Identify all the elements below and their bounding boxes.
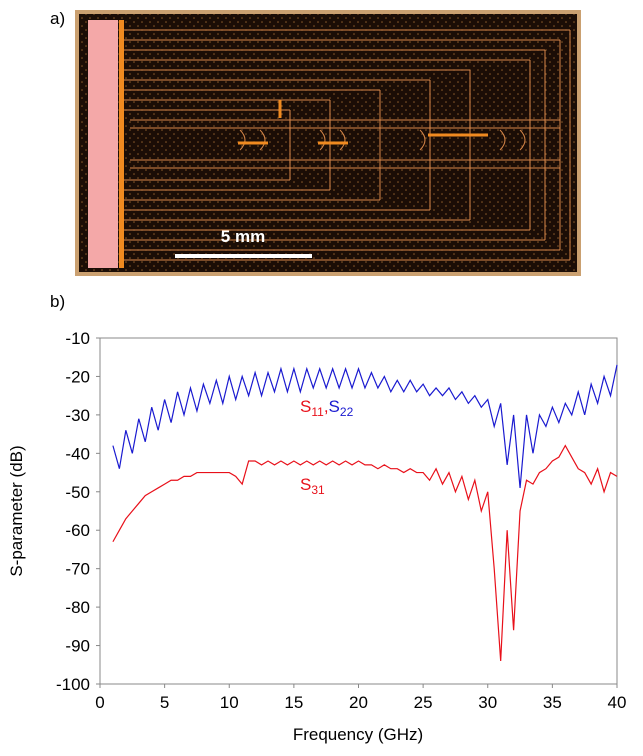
y-tick-label: -70 bbox=[65, 560, 90, 579]
annotation-text: , bbox=[324, 397, 329, 416]
y-tick-label: -100 bbox=[56, 675, 90, 694]
x-tick-label: 5 bbox=[160, 693, 169, 712]
annotation-text: S bbox=[329, 397, 340, 416]
x-tick-label: 35 bbox=[543, 693, 562, 712]
y-tick-label: -30 bbox=[65, 406, 90, 425]
annotation-subscript: 31 bbox=[311, 483, 325, 497]
scale-bar-label: 5 mm bbox=[221, 227, 265, 246]
resonators bbox=[238, 100, 488, 145]
panel-label: a) bbox=[50, 9, 65, 28]
pad-strip bbox=[119, 20, 124, 268]
y-tick-label: -40 bbox=[65, 444, 90, 463]
annotation: S31​ bbox=[300, 475, 325, 497]
scale-bar bbox=[175, 254, 312, 258]
panel-label: b) bbox=[50, 292, 65, 311]
x-tick-label: 40 bbox=[608, 693, 627, 712]
y-tick-label: -50 bbox=[65, 483, 90, 502]
chip-layout: 5 mm bbox=[75, 10, 581, 276]
y-tick-label: -80 bbox=[65, 598, 90, 617]
y-axis-label: S-parameter (dB) bbox=[7, 445, 26, 576]
pad-column bbox=[88, 20, 118, 268]
x-tick-label: 15 bbox=[284, 693, 303, 712]
x-tick-label: 0 bbox=[95, 693, 104, 712]
x-tick-label: 30 bbox=[478, 693, 497, 712]
y-tick-label: -10 bbox=[65, 329, 90, 348]
x-tick-label: 10 bbox=[220, 693, 239, 712]
annotation-subscript: 11 bbox=[311, 405, 324, 419]
x-tick-label: 20 bbox=[349, 693, 368, 712]
annotation: S11​,S22​ bbox=[300, 397, 354, 419]
y-tick-label: -90 bbox=[65, 637, 90, 656]
series-line bbox=[112, 444, 618, 661]
x-axis-label: Frequency (GHz) bbox=[293, 725, 423, 744]
plot-frame bbox=[99, 337, 618, 685]
y-tick-label: -20 bbox=[65, 367, 90, 386]
y-tick-label: -60 bbox=[65, 521, 90, 540]
annotation-subscript: 22 bbox=[340, 405, 354, 419]
series-line bbox=[112, 364, 618, 488]
traces bbox=[124, 29, 571, 261]
annotation-text: S bbox=[300, 397, 311, 416]
annotation-text: S bbox=[300, 475, 311, 494]
x-tick-label: 25 bbox=[414, 693, 433, 712]
